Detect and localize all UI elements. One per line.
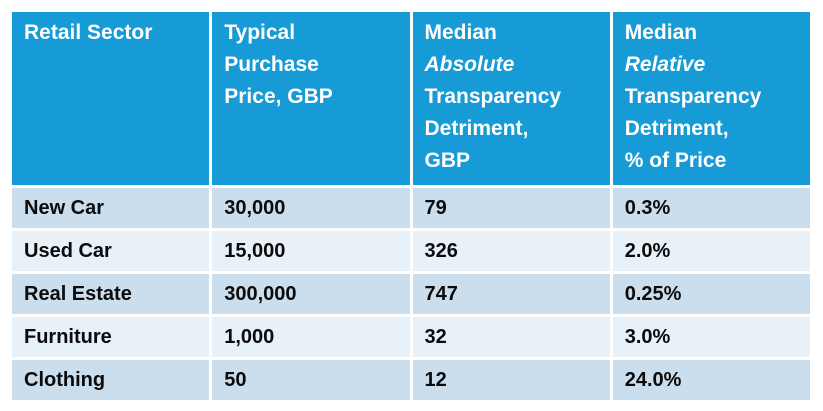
- cell-relative-detriment: 3.0%: [612, 317, 810, 357]
- cell-price: 15,000: [212, 231, 410, 271]
- header-text: Retail Sector: [24, 21, 153, 44]
- table-row-new-car: New Car 30,000 79 0.3%: [12, 188, 810, 228]
- table-row-used-car: Used Car 15,000 326 2.0%: [12, 231, 810, 271]
- header-text: Transparency Detriment, GBP: [424, 85, 562, 172]
- cell-sector: New Car: [12, 188, 210, 228]
- cell-sector: Clothing: [12, 360, 210, 400]
- col-header-typical-purchase-price: Typical Purchase Price, GBP: [212, 12, 410, 185]
- header-text: Median: [624, 21, 698, 44]
- cell-relative-detriment: 2.0%: [612, 231, 810, 271]
- header-row: Retail Sector Typical Purchase Price, GB…: [12, 12, 810, 185]
- cell-absolute-detriment: 79: [412, 188, 610, 228]
- table-row-real-estate: Real Estate 300,000 747 0.25%: [12, 274, 810, 314]
- header-text: Transparency Detriment, % of Price: [624, 85, 762, 172]
- table-row-furniture: Furniture 1,000 32 3.0%: [12, 317, 810, 357]
- table-body: New Car 30,000 79 0.3% Used Car 15,000 3…: [12, 188, 810, 400]
- header-text-italic: Absolute: [424, 53, 515, 76]
- cell-sector: Furniture: [12, 317, 210, 357]
- cell-absolute-detriment: 12: [412, 360, 610, 400]
- cell-absolute-detriment: 747: [412, 274, 610, 314]
- cell-relative-detriment: 0.25%: [612, 274, 810, 314]
- transparency-detriment-table: Retail Sector Typical Purchase Price, GB…: [9, 9, 813, 403]
- cell-relative-detriment: 0.3%: [612, 188, 810, 228]
- col-header-median-absolute-detriment: Median Absolute Transparency Detriment, …: [412, 12, 610, 185]
- table-row-clothing: Clothing 50 12 24.0%: [12, 360, 810, 400]
- col-header-retail-sector: Retail Sector: [12, 12, 210, 185]
- cell-price: 30,000: [212, 188, 410, 228]
- header-text-italic: Relative: [624, 53, 706, 76]
- cell-sector: Real Estate: [12, 274, 210, 314]
- header-text: Typical Purchase Price, GBP: [224, 21, 333, 108]
- cell-sector: Used Car: [12, 231, 210, 271]
- cell-price: 50: [212, 360, 410, 400]
- cell-absolute-detriment: 32: [412, 317, 610, 357]
- header-text: Median: [424, 21, 497, 44]
- cell-price: 1,000: [212, 317, 410, 357]
- col-header-median-relative-detriment: Median Relative Transparency Detriment, …: [612, 12, 810, 185]
- table-header: Retail Sector Typical Purchase Price, GB…: [12, 12, 810, 185]
- cell-price: 300,000: [212, 274, 410, 314]
- cell-relative-detriment: 24.0%: [612, 360, 810, 400]
- cell-absolute-detriment: 326: [412, 231, 610, 271]
